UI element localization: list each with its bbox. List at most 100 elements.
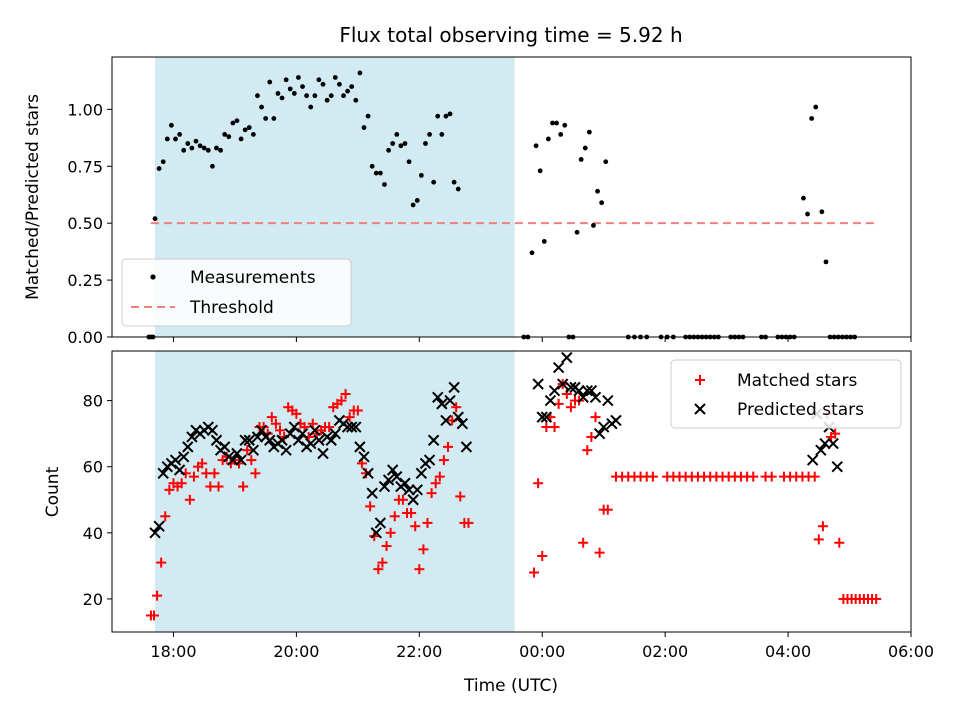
matched-star-point (582, 445, 593, 456)
measurement-point (805, 211, 810, 217)
predicted-star-point (415, 467, 428, 480)
measurement-point (341, 93, 346, 99)
predicted-star-point (427, 434, 440, 446)
measurement-point (819, 209, 825, 215)
measurement-point (250, 131, 256, 137)
measurement-point (296, 75, 301, 80)
measurement-point (809, 116, 815, 121)
measurement-point (291, 91, 297, 96)
predicted-star-point (561, 351, 573, 364)
predicted-star-point (819, 437, 831, 450)
matched-star-point (406, 507, 417, 518)
measurement-point (193, 138, 199, 144)
measurement-point (386, 147, 391, 153)
count-y-axis-label: Count (43, 466, 63, 517)
matched-star-point (160, 511, 171, 522)
legend-measurements-label: Measurements (190, 268, 316, 288)
predicted-star-point (169, 454, 182, 466)
measurement-point (189, 145, 195, 151)
predicted-star-point (827, 437, 839, 450)
matched-star-point (410, 521, 421, 532)
predicted-star-point (341, 421, 354, 433)
measurement-point (287, 86, 293, 92)
predicted-star-point (227, 454, 239, 466)
matched-star-point (246, 455, 257, 466)
measurement-point (550, 120, 555, 126)
predicted-star-point (552, 361, 565, 374)
predicted-star-point (305, 437, 317, 450)
measurement-point (332, 75, 338, 80)
measurement-point (230, 120, 236, 126)
matched-star-point (533, 478, 544, 489)
measurement-point (533, 143, 539, 149)
predicted-star-point (374, 517, 387, 529)
matched-star-point (381, 541, 392, 552)
measurement-point (312, 93, 318, 99)
matched-star-point (340, 388, 351, 399)
matched-star-point (578, 537, 589, 548)
predicted-star-point (292, 434, 305, 446)
count-legend-box (670, 359, 902, 429)
count-plot-frame (111, 350, 912, 633)
measurement-point (529, 250, 535, 256)
matched-star-point (748, 471, 759, 482)
count-y-axis: 20 40 60 80 (83, 392, 112, 609)
measurement-point (591, 223, 596, 228)
measurement-point (578, 157, 584, 162)
matched-star-point (438, 455, 449, 466)
panel-ratio: 0.00 0.25 0.50 0.75 1.00 Flux total observin… (23, 23, 912, 347)
matched-star-point (565, 402, 576, 413)
predicted-star-point (589, 391, 602, 403)
predicted-star-point (186, 431, 198, 443)
measurement-point (185, 141, 191, 146)
predicted-star-point (577, 391, 589, 403)
x-tick-label: 04:00 (765, 642, 811, 661)
predicted-star-point (182, 441, 194, 453)
predicted-star-point (444, 394, 456, 407)
matched-star-point (549, 422, 560, 433)
matched-star-point (184, 494, 195, 505)
matched-star-point (553, 398, 564, 409)
matched-star-point (148, 610, 159, 621)
predicted-star-point (602, 394, 614, 407)
measurement-point (545, 136, 551, 142)
ratio-y-axis-label: Matched/Predicted stars (23, 94, 43, 300)
measurement-point (345, 88, 351, 94)
predicted-star-point (210, 434, 223, 446)
predicted-star-point (264, 434, 276, 446)
predicted-star-point (597, 421, 610, 433)
matched-star-point (422, 517, 433, 528)
predicted-star-point (548, 384, 561, 397)
measurement-point (382, 182, 387, 187)
measurement-point (271, 116, 277, 121)
measurement-point (205, 147, 211, 153)
measurement-point (586, 129, 592, 135)
matched-star-point (270, 418, 281, 429)
measurement-point (398, 143, 404, 149)
measurement-point (316, 77, 322, 83)
predicted-star-point (276, 434, 288, 446)
time-x-axis: 18:00 20:00 22:00 00:00 02:00 04:00 06:00 (150, 632, 934, 661)
predicted-star-point (544, 394, 557, 407)
predicted-star-point (313, 434, 325, 446)
matched-star-point (188, 471, 199, 482)
measurement-point (414, 198, 420, 203)
predicted-star-point (536, 411, 548, 423)
measurement-point (603, 159, 609, 165)
matched-star-point (197, 458, 208, 469)
matched-star-point (209, 468, 220, 479)
predicted-star-point (247, 444, 260, 456)
x-tick-label: 20:00 (273, 642, 319, 661)
measurement-point (324, 97, 330, 103)
predicted-star-point (378, 480, 391, 493)
measurement-point (377, 170, 383, 176)
matched-star-point (426, 488, 437, 499)
matched-star-point (809, 471, 820, 482)
measurement-point (308, 104, 314, 110)
predicted-star-point (610, 414, 622, 427)
measurement-point (181, 147, 187, 153)
measurement-point (562, 122, 568, 128)
predicted-star-point (423, 454, 436, 466)
matched-star-point (389, 511, 400, 522)
measurement-point (410, 202, 416, 208)
